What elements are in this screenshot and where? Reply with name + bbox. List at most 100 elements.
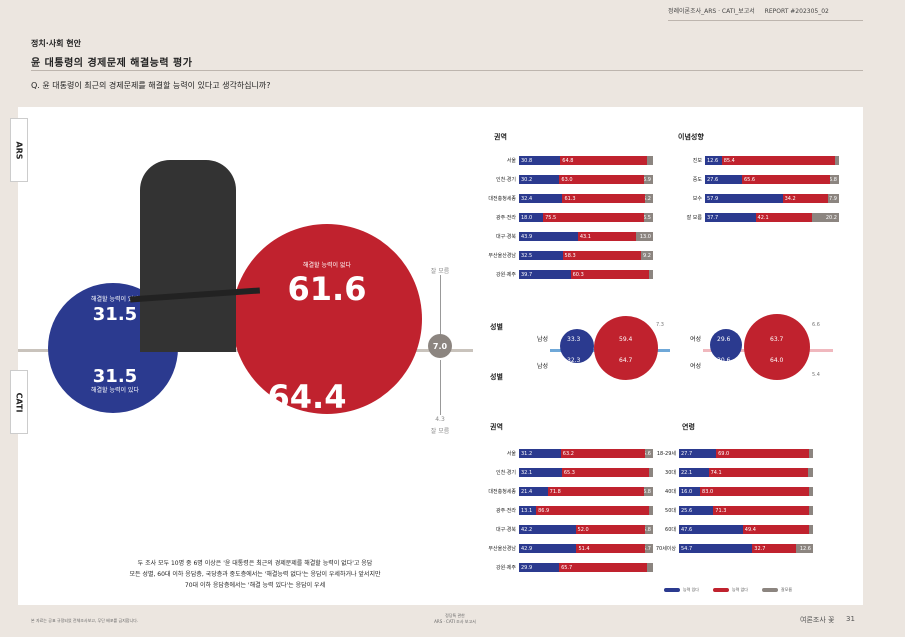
unable-segment: 85.4 xyxy=(721,156,835,165)
dk-segment: 9.2 xyxy=(640,251,653,260)
ars-able-label: 해결할 능력이 있다 xyxy=(91,296,139,303)
unable-segment: 75.5 xyxy=(543,213,645,222)
tab-cati-label: CATI xyxy=(14,392,24,412)
able-segment: 39.7 xyxy=(519,270,571,279)
report-header: 정례이론조사_ARS · CATI_보고서 REPORT #202305_02 xyxy=(668,6,837,15)
dk-segment xyxy=(808,506,813,515)
block-ideology: 진보 12.6 85.4 중도 27.6 65.6 6.8 보수 57.9 34.2 7.9 잘 모름… xyxy=(652,156,839,232)
able-segment: 32.1 xyxy=(519,468,562,477)
ars-dk-line xyxy=(440,275,441,335)
bar-row-label: 부산울산경남 xyxy=(488,546,516,552)
stacked-bar: 42.951.45.7 xyxy=(519,544,653,553)
bar-row-label: 70세이상 xyxy=(655,546,676,552)
bar-row-label: 보수 xyxy=(692,196,702,202)
bar-row-label: 50대 xyxy=(665,508,676,514)
able-segment: 30.8 xyxy=(519,156,561,165)
bar-row: 서울 30.8 64.8 xyxy=(466,156,653,165)
dk-segment xyxy=(647,156,653,165)
unable-segment: 83.0 xyxy=(700,487,809,496)
stacked-bar: 32.1 65.3 xyxy=(519,468,653,477)
able-segment: 27.7 xyxy=(679,449,717,458)
legend-dk: 잘모름 xyxy=(762,587,792,593)
stacked-bar: 32.5 58.3 9.2 xyxy=(519,251,653,260)
legend-dk-swatch xyxy=(762,588,778,592)
dk-segment: 6.2 xyxy=(644,194,653,203)
unable-segment: 58.3 xyxy=(562,251,641,260)
legend: 능력 있다 능력 없다 잘모름 xyxy=(664,587,792,593)
unable-segment: 32.7 xyxy=(752,544,797,553)
bar-row: 60대 47.6 49.4 xyxy=(626,525,813,534)
able-segment: 16.0 xyxy=(679,487,701,496)
unable-segment: 71.3 xyxy=(713,506,809,515)
dk-segment xyxy=(649,506,653,515)
bar-row: 30대 22.1 74.1 xyxy=(626,468,813,477)
header-series: 정례이론조사_ARS · CATI_보고서 xyxy=(668,8,755,15)
stacked-bar: 42.252.05.8 xyxy=(519,525,653,534)
footer-brand: 여론조사 꽃 xyxy=(800,616,835,624)
bar-row: 부산울산경남 32.5 58.3 9.2 xyxy=(466,251,653,260)
cati-dk-value: 4.3 xyxy=(435,416,445,423)
legend-able: 능력 있다 xyxy=(664,587,699,593)
tab-ars[interactable]: ARS xyxy=(10,118,28,182)
bar-row-label: 광주·전라 xyxy=(496,508,516,514)
dk-segment xyxy=(835,156,839,165)
male-label-cati: 남성 xyxy=(537,363,549,370)
summary-line-3: 70대 이하 응답층에서는 '해결 능력 있다'는 응답이 우세 xyxy=(184,582,326,589)
able-segment: 12.6 xyxy=(705,156,722,165)
bar-row-label: 중도 xyxy=(692,177,702,183)
cati-able-value: 31.5 xyxy=(92,366,138,387)
cati-dk-line xyxy=(440,360,441,415)
bar-row-label: 40대 xyxy=(665,489,676,495)
female-cati-able: 30.6 xyxy=(717,357,731,364)
stacked-bar: 12.6 85.4 xyxy=(705,156,839,165)
ars-unable-group: 해결할 능력이 없다 61.6 xyxy=(282,262,372,308)
male-ars-unable: 59.4 xyxy=(619,336,633,343)
dk-segment: 6.5 xyxy=(644,213,653,222)
unable-segment: 65.3 xyxy=(561,468,649,477)
dk-segment xyxy=(647,563,653,572)
able-segment: 42.2 xyxy=(519,525,576,534)
bar-row-label: 강원·제주 xyxy=(496,565,516,571)
stacked-bar: 37.7 42.1 20.2 xyxy=(705,213,839,222)
tab-cati[interactable]: CATI xyxy=(10,370,28,434)
block-title-ideology: 이념성향 xyxy=(678,133,704,141)
legend-unable-label: 능력 없다 xyxy=(732,587,748,592)
gender-title-ars: 성별 xyxy=(490,323,503,331)
able-segment: 25.6 xyxy=(679,506,714,515)
stacked-bar: 27.7 69.0 xyxy=(679,449,813,458)
stacked-bar: 16.0 83.0 xyxy=(679,487,813,496)
page-number: 31 xyxy=(846,615,855,623)
female-able-circle xyxy=(710,329,742,361)
bar-row: 보수 57.9 34.2 7.9 xyxy=(652,194,839,203)
male-ars-dk: 7.3 xyxy=(656,322,664,328)
unable-segment: 71.8 xyxy=(547,487,644,496)
unable-segment: 63.0 xyxy=(559,175,644,184)
stacked-bar: 47.6 49.4 xyxy=(679,525,813,534)
bar-row-label: 대전충청세종 xyxy=(488,196,516,202)
summary-paragraph: 두 조사 모두 10명 중 6명 이상은 '윤 대통령은 최근의 경제문제를 해… xyxy=(80,558,430,591)
cati-dk-label: 잘 모름 xyxy=(430,428,450,435)
ars-able-value: 31.5 xyxy=(92,304,138,325)
unable-segment: 61.3 xyxy=(562,194,645,203)
unable-segment: 86.9 xyxy=(536,506,649,515)
ars-unable-circle xyxy=(232,224,422,414)
stacked-bar: 25.6 71.3 xyxy=(679,506,813,515)
dk-segment xyxy=(809,487,813,496)
block-title-age: 연령 xyxy=(682,423,695,431)
dk-segment: 12.6 xyxy=(796,544,813,553)
stacked-bar: 27.6 65.6 6.8 xyxy=(705,175,839,184)
unable-segment: 52.0 xyxy=(575,525,646,534)
female-ars-able: 29.6 xyxy=(717,336,731,343)
bar-row-label: 대구·경북 xyxy=(496,527,516,533)
bar-row: 대전충청세종 21.4 71.8 6.8 xyxy=(466,487,653,496)
bar-row: 인천·경기 32.1 65.3 xyxy=(466,468,653,477)
bar-row: 진보 12.6 85.4 xyxy=(652,156,839,165)
male-ars-able: 33.3 xyxy=(567,336,581,343)
stacked-bar: 39.7 60.3 xyxy=(519,270,653,279)
unable-segment: 43.1 xyxy=(577,232,636,241)
male-able-circle xyxy=(560,329,594,363)
ars-dk-label: 잘 모름 xyxy=(430,268,450,275)
